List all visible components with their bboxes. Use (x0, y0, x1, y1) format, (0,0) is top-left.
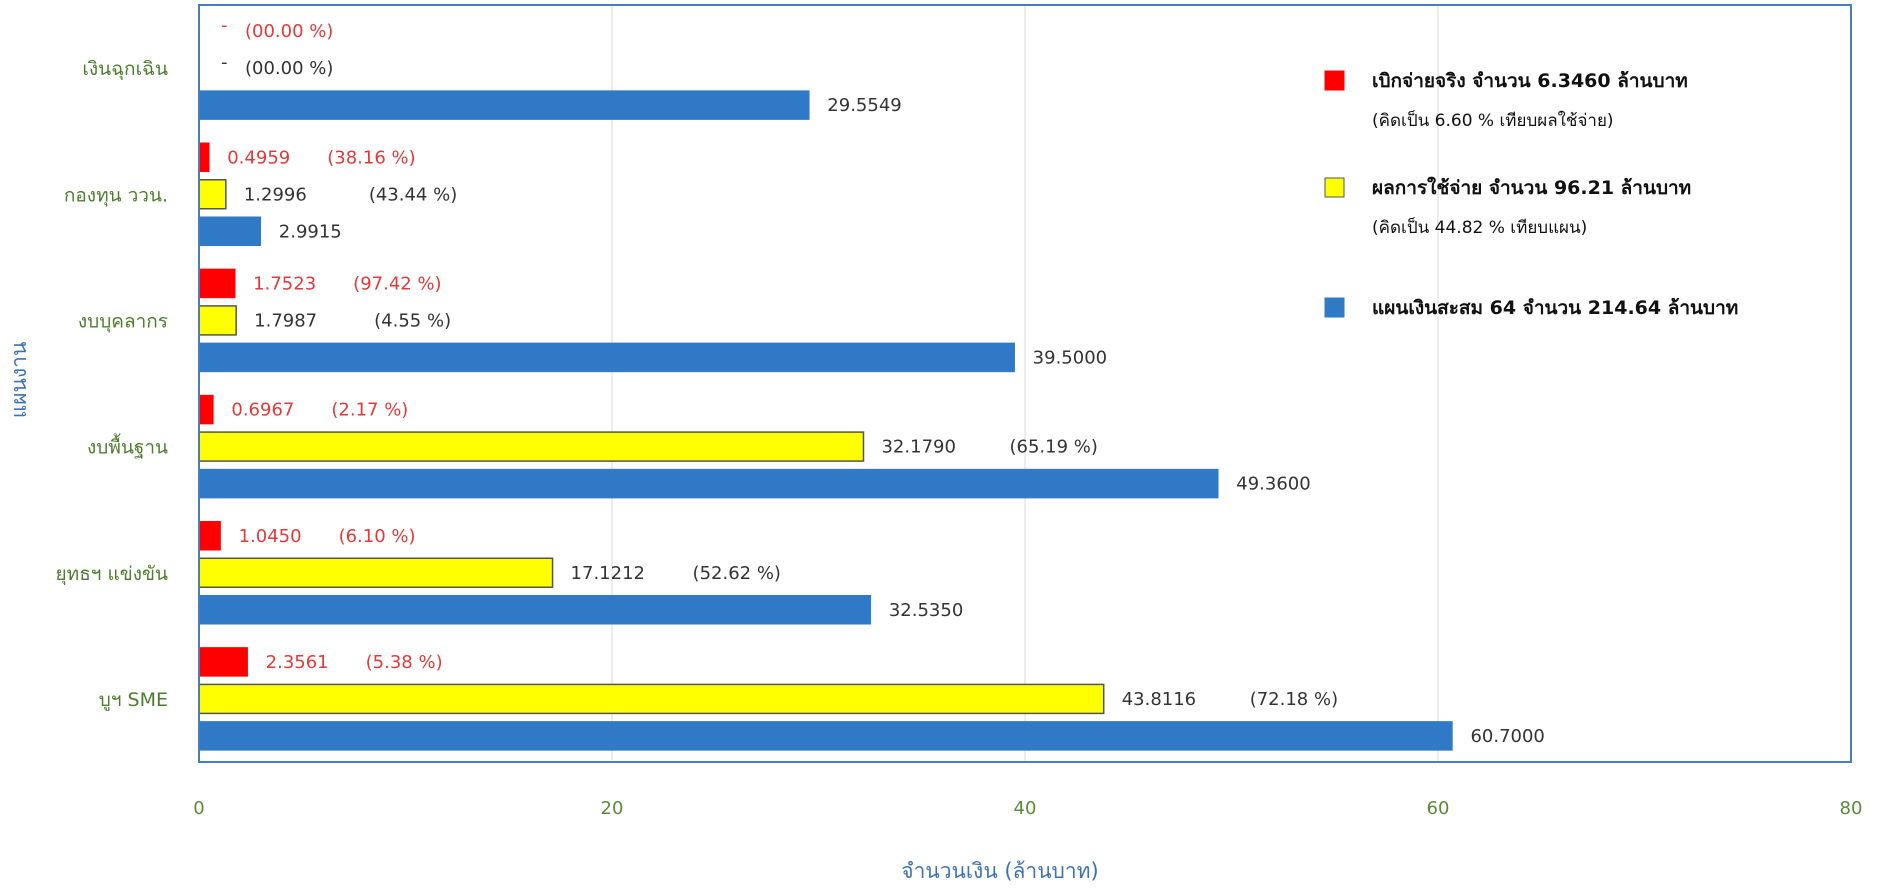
value-label: - (221, 52, 228, 73)
percent-label: (00.00 %) (245, 58, 333, 79)
percent-label: (52.62 %) (693, 563, 781, 584)
legend-sublabel: (คิดเป็น 6.60 % เทียบผลใช้จ่าย) (1372, 109, 1614, 131)
x-tick-label: 0 (193, 798, 204, 819)
legend-swatch (1324, 70, 1345, 91)
plot-area-frame (198, 4, 1852, 763)
legend: เบิกจ่ายจริง จำนวน 6.3460 ล้านบาท (คิดเป็… (1324, 70, 1738, 319)
bar-blue (198, 90, 810, 120)
category-label: เงินฉุกเฉิน (82, 58, 168, 81)
percent-label: (5.38 %) (366, 652, 443, 673)
value-label: 1.7987 (254, 310, 317, 331)
bar-blue (198, 342, 1015, 373)
x-axis-title: จำนวนเงิน (ล้านบาท) (901, 859, 1098, 883)
percent-label: (2.17 %) (331, 400, 408, 421)
value-label: 0.6967 (231, 400, 294, 421)
percent-label: (6.10 %) (339, 526, 416, 547)
legend-label: แผนเงินสะสม 64 จำนวน 214.64 ล้านบาท (1372, 297, 1738, 319)
percent-label: (38.16 %) (327, 147, 415, 168)
bar-yellow (198, 557, 554, 588)
percent-label: (65.19 %) (1009, 437, 1097, 458)
value-label: 1.0450 (239, 526, 302, 547)
percent-label: (4.55 %) (374, 310, 451, 331)
bar-blue (198, 721, 1453, 751)
bar-yellow (198, 431, 865, 462)
category-label: งบบุคลากร (78, 310, 168, 333)
value-label: 0.4959 (227, 147, 290, 168)
value-label: 29.5549 (827, 95, 901, 116)
x-tick-label: 60 (1427, 798, 1450, 819)
x-tick-label: 20 (601, 798, 624, 819)
bar-yellow (198, 305, 237, 336)
bar-red (198, 142, 210, 172)
bar-yellow (198, 179, 227, 210)
value-label: 43.8116 (1122, 689, 1196, 710)
value-label: 2.3561 (266, 652, 329, 673)
x-tick-label: 80 (1840, 798, 1863, 819)
x-tick-label: 40 (1014, 798, 1037, 819)
value-label: 32.5350 (889, 600, 963, 621)
category-label: บูฯ SME (99, 689, 168, 711)
category-label: งบพื้นฐาน (87, 434, 168, 459)
value-label: 1.2996 (244, 184, 307, 205)
percent-label: (72.18 %) (1250, 689, 1338, 710)
value-label: 17.1212 (571, 563, 645, 584)
value-label: 39.5000 (1033, 347, 1107, 368)
value-label: 32.1790 (881, 437, 955, 458)
legend-label: เบิกจ่ายจริง จำนวน 6.3460 ล้านบาท (1372, 70, 1688, 92)
bars (198, 90, 1453, 751)
legend-label: ผลการใช้จ่าย จำนวน 96.21 ล้านบาท (1372, 176, 1691, 199)
y-axis-title: แผนงาน (7, 342, 31, 419)
value-label: 2.9915 (279, 221, 342, 242)
bar-red (198, 647, 248, 677)
percent-label: (00.00 %) (245, 21, 333, 42)
gridlines (611, 5, 1439, 762)
bar-red (198, 394, 214, 425)
value-label: 60.7000 (1470, 726, 1544, 747)
legend-swatch (1324, 177, 1345, 198)
bar-red (198, 521, 221, 551)
value-label: 49.3600 (1236, 474, 1310, 495)
value-label: - (221, 15, 228, 36)
percent-label: (97.42 %) (353, 273, 441, 294)
bar-yellow (198, 683, 1105, 715)
percent-label: (43.44 %) (369, 184, 457, 205)
bar-blue (198, 468, 1219, 499)
legend-swatch (1324, 297, 1345, 318)
x-tick-labels: 0 20 40 60 80 (193, 798, 1862, 819)
category-label: ยุทธฯ แข่งขัน (56, 563, 168, 586)
category-label: กองทุน ววน. (64, 184, 168, 207)
bar-blue (198, 595, 872, 625)
bar-red (198, 268, 236, 299)
value-label: 1.7523 (253, 273, 316, 294)
legend-sublabel: (คิดเป็น 44.82 % เทียบแผน) (1372, 216, 1587, 238)
bar-blue (198, 216, 262, 246)
